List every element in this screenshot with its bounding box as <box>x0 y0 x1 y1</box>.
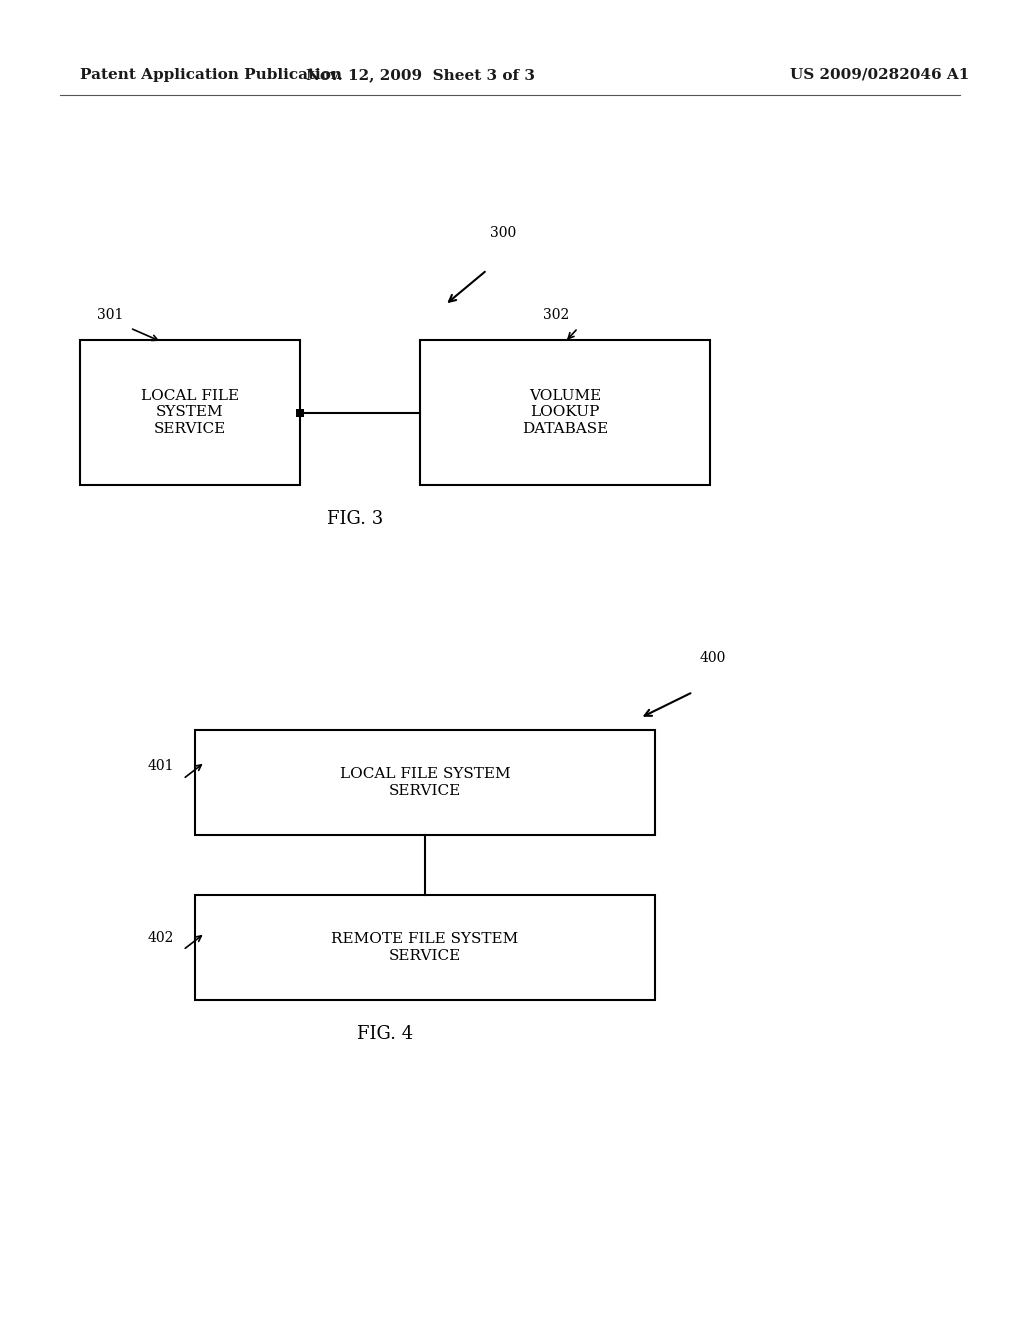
Text: VOLUME
LOOKUP
DATABASE: VOLUME LOOKUP DATABASE <box>522 389 608 436</box>
Text: 401: 401 <box>148 759 174 774</box>
Text: Patent Application Publication: Patent Application Publication <box>80 69 342 82</box>
Text: 402: 402 <box>148 931 174 945</box>
Text: REMOTE FILE SYSTEM
SERVICE: REMOTE FILE SYSTEM SERVICE <box>332 932 518 962</box>
Text: Nov. 12, 2009  Sheet 3 of 3: Nov. 12, 2009 Sheet 3 of 3 <box>305 69 535 82</box>
Bar <box>195 730 655 836</box>
Text: LOCAL FILE
SYSTEM
SERVICE: LOCAL FILE SYSTEM SERVICE <box>141 389 239 436</box>
Text: 300: 300 <box>490 226 516 240</box>
Bar <box>80 341 300 484</box>
Bar <box>195 895 655 1001</box>
Text: US 2009/0282046 A1: US 2009/0282046 A1 <box>790 69 970 82</box>
Text: LOCAL FILE SYSTEM
SERVICE: LOCAL FILE SYSTEM SERVICE <box>340 767 510 797</box>
Text: FIG. 4: FIG. 4 <box>357 1026 413 1043</box>
Text: 301: 301 <box>97 308 123 322</box>
Text: FIG. 3: FIG. 3 <box>327 510 383 528</box>
Bar <box>296 409 304 417</box>
Bar <box>420 341 710 484</box>
Text: 400: 400 <box>700 651 726 665</box>
Text: 302: 302 <box>543 308 569 322</box>
